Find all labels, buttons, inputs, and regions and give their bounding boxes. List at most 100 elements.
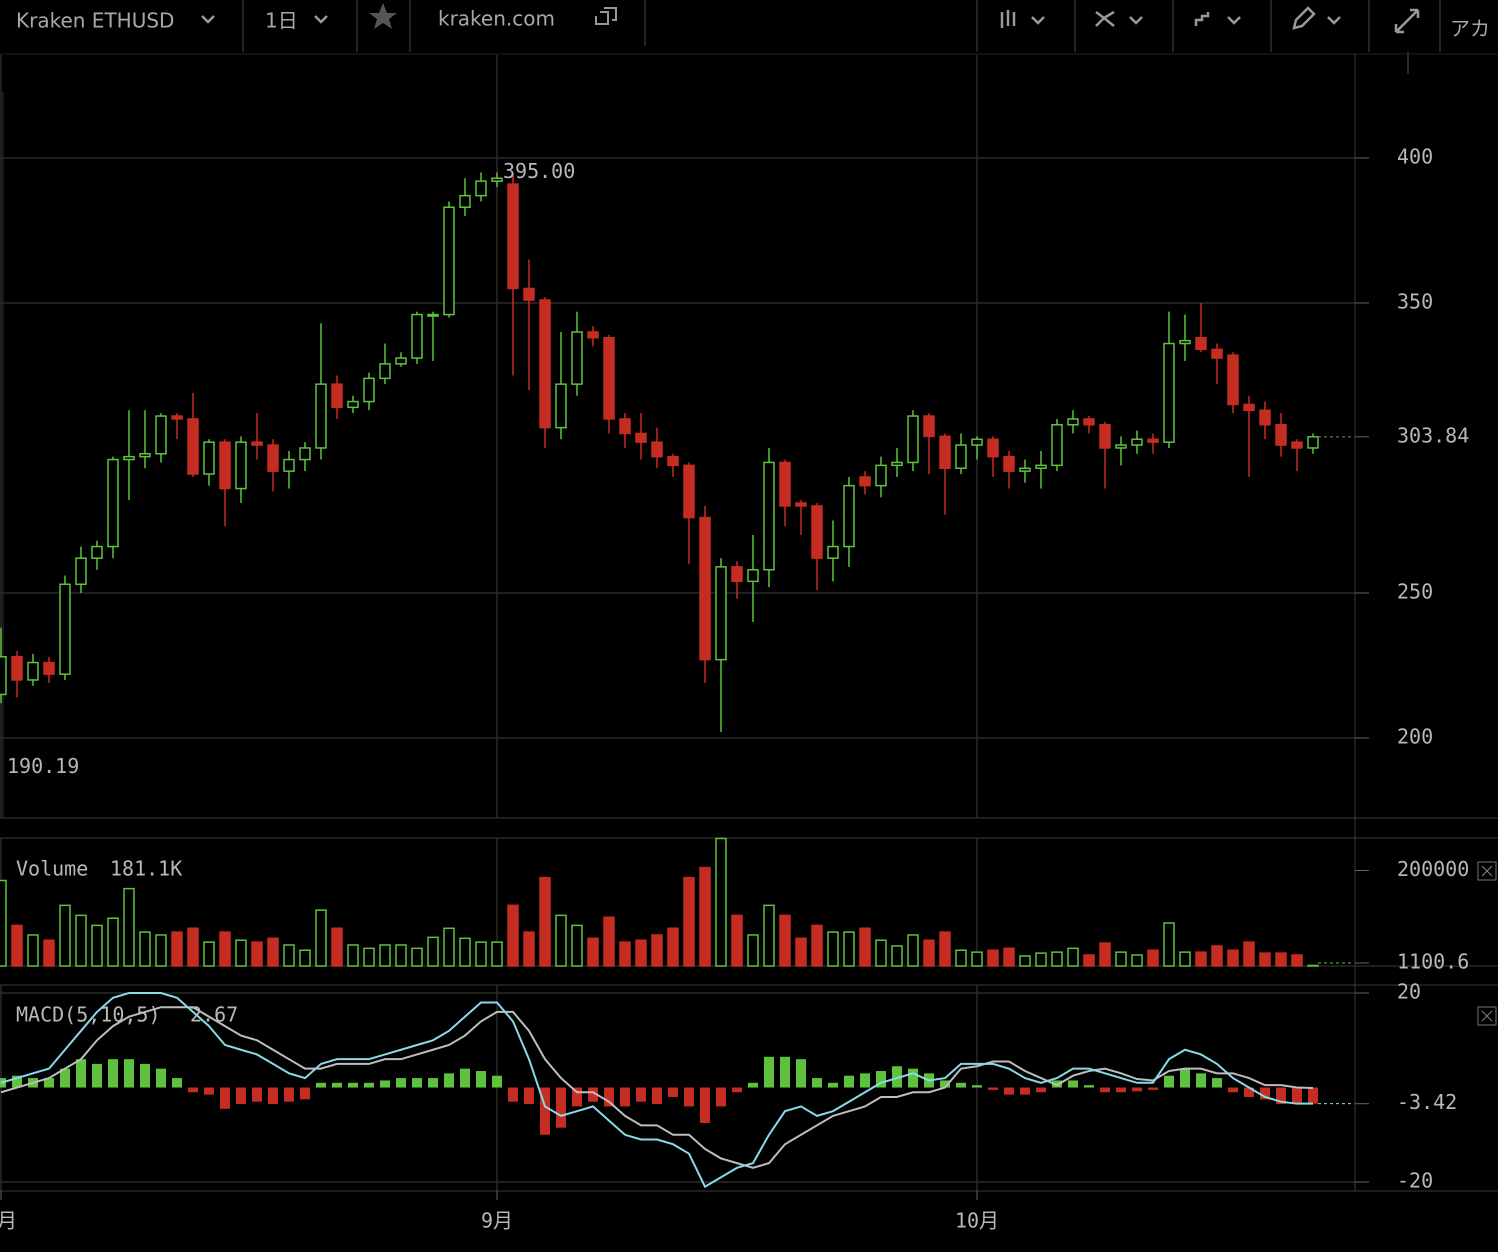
popout-icon[interactable] [595, 7, 617, 25]
macd-histogram-bar [732, 1087, 742, 1093]
macd-histogram-bar [380, 1080, 390, 1088]
candle-body [459, 194, 471, 209]
macd-histogram-bar [1020, 1087, 1030, 1095]
volume-bar [843, 931, 855, 967]
x-tick-label: 9月 [481, 1209, 513, 1233]
macd-histogram-bar [1308, 1087, 1318, 1104]
macd-histogram-bar [540, 1087, 550, 1135]
candle-body [875, 464, 887, 487]
macd-histogram-bar [1196, 1073, 1206, 1088]
macd-histogram-bar [1180, 1068, 1190, 1088]
volume-bar [1115, 951, 1127, 967]
macd-histogram-bar [1148, 1087, 1158, 1090]
volume-bar [251, 941, 263, 967]
fullscreen-icon[interactable] [1394, 8, 1420, 34]
candle-body [171, 415, 183, 420]
volume-bar [331, 927, 343, 967]
indicator-icon[interactable] [1095, 10, 1115, 27]
caret[interactable] [1031, 16, 1045, 25]
favorite-star[interactable] [369, 3, 397, 29]
close-macd[interactable] [1477, 1006, 1497, 1026]
candle-body [779, 461, 791, 507]
volume-bar [731, 914, 743, 967]
candle-body [235, 441, 247, 490]
last-value-label: -3.42 [1397, 1090, 1457, 1114]
candle-body [603, 337, 615, 420]
candle-body [379, 363, 391, 380]
macd-histogram-bar [780, 1056, 790, 1088]
candle-body [699, 516, 711, 661]
symbol-caret[interactable] [201, 15, 215, 24]
macd-histogram-bar [940, 1080, 950, 1088]
macd-histogram-bar [236, 1087, 246, 1105]
candle-body [203, 441, 215, 475]
candle-body [59, 583, 71, 675]
volume-bar [347, 944, 359, 967]
compare-icon[interactable] [1194, 12, 1210, 26]
volume-bar [1147, 949, 1159, 967]
volume-bar [123, 887, 135, 967]
volume-bar [1227, 949, 1239, 967]
volume-bar [1035, 952, 1047, 967]
volume-bar [443, 927, 455, 967]
y-tick-label: 200 [1397, 724, 1433, 748]
macd-histogram-bar [284, 1087, 294, 1102]
caret[interactable] [1227, 16, 1241, 25]
macd-histogram-bar [348, 1082, 358, 1088]
macd-histogram-bar [444, 1073, 454, 1088]
candle-body [155, 415, 167, 455]
candle-body [1115, 444, 1127, 449]
volume-bar [363, 947, 375, 967]
macd-histogram-bar [1004, 1087, 1014, 1095]
macd-histogram-bar [1292, 1087, 1302, 1105]
macd-histogram-bar [1164, 1075, 1174, 1088]
draw-icon[interactable] [1292, 6, 1316, 30]
candle-body [411, 313, 423, 359]
candle-body [331, 383, 343, 409]
macd-histogram-bar [876, 1070, 886, 1088]
candle-body [891, 461, 903, 467]
macd-histogram-bar [796, 1059, 806, 1088]
volume-bar [139, 931, 151, 967]
interval-caret[interactable] [314, 15, 328, 24]
interval[interactable]: 1日 [265, 9, 298, 33]
volume-bar [219, 931, 231, 967]
macd-histogram-bar [92, 1063, 102, 1088]
caret[interactable] [1129, 16, 1143, 25]
account[interactable]: アカ [1450, 17, 1490, 41]
candle-body [1083, 418, 1095, 426]
y-tick-label: 20 [1397, 980, 1421, 1004]
macd-histogram-bar [1116, 1087, 1126, 1093]
volume-bar [91, 924, 103, 967]
price-annotation: 190.19 [7, 754, 79, 778]
x-tick-label: 8月 [0, 1209, 17, 1233]
candle-body [443, 206, 455, 316]
site[interactable]: kraken.com [438, 7, 555, 31]
candle-body [619, 418, 631, 435]
macd-histogram-bar [1100, 1087, 1110, 1093]
candle-body [1211, 348, 1223, 359]
bar-style-icon[interactable] [1000, 10, 1016, 28]
caret[interactable] [1327, 16, 1341, 25]
candle-body [843, 484, 855, 548]
volume-bar [395, 944, 407, 967]
candle-body [667, 455, 679, 467]
candle-body [219, 441, 231, 490]
volume-bar [699, 866, 711, 967]
macd-histogram-bar [620, 1087, 630, 1107]
candle-body [475, 180, 487, 197]
candle-body [859, 476, 871, 487]
volume-bar [859, 927, 871, 967]
candle-body [139, 453, 151, 458]
macd-histogram-bar [844, 1075, 854, 1088]
candle-body [1099, 424, 1111, 449]
volume-bar [1083, 954, 1095, 967]
volume-bar [107, 917, 119, 967]
candle-body [491, 177, 503, 182]
close-volume[interactable] [1477, 861, 1497, 881]
symbol[interactable]: Kraken ETHUSD [16, 9, 174, 33]
macd-histogram-bar [700, 1087, 710, 1123]
candle-body [1179, 339, 1191, 345]
volume-bar [971, 951, 983, 967]
candle-body [1195, 337, 1207, 351]
